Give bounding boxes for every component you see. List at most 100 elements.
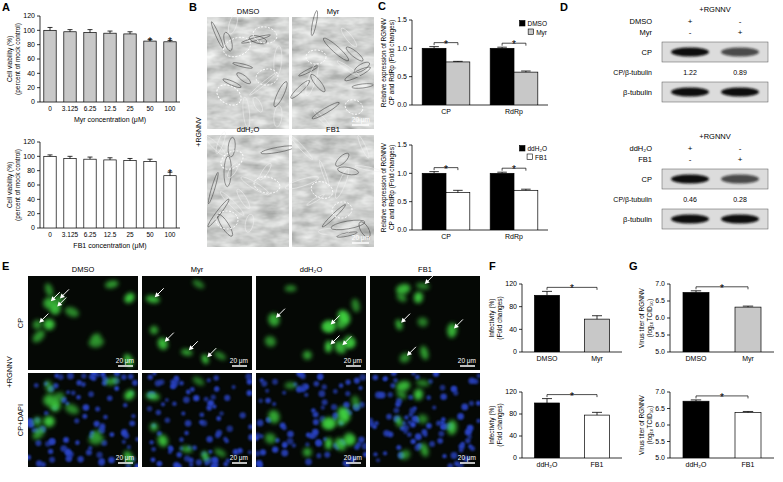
nucleus	[432, 405, 436, 409]
significance: *	[168, 168, 172, 179]
image-label: FB1	[326, 125, 340, 134]
scale-bar	[232, 462, 247, 464]
dashed-outline	[213, 81, 245, 110]
x-tick-label: 3.125	[62, 231, 79, 238]
nucleus	[376, 458, 380, 462]
panel-letter: E	[2, 260, 9, 272]
y-axis	[40, 142, 41, 228]
condition-label: +RGNNV	[195, 117, 202, 147]
cell	[214, 131, 227, 155]
error-bar	[108, 31, 113, 33]
x-tick-label: FB1	[591, 461, 604, 468]
nucleus	[213, 375, 219, 381]
nucleus	[36, 460, 42, 466]
nucleus	[74, 418, 79, 423]
bar	[422, 48, 446, 105]
nucleus	[88, 391, 94, 397]
nucleus	[109, 432, 114, 437]
error-bar	[128, 158, 133, 160]
cell	[218, 190, 245, 217]
infected-cell	[419, 442, 430, 458]
bar	[64, 158, 76, 228]
bar	[535, 295, 560, 352]
lane-sign: -	[689, 28, 692, 37]
cell-outlines	[289, 10, 373, 129]
image-content	[145, 373, 252, 467]
legend-label: FB1	[535, 154, 547, 161]
y-tick-label: 40	[509, 326, 517, 333]
image-content	[145, 278, 227, 365]
y-tick	[37, 44, 40, 45]
nucleus	[426, 395, 431, 400]
nucleus	[179, 437, 184, 442]
y-tick-label: 7.0	[655, 388, 665, 395]
fluorescence-image	[370, 276, 480, 370]
nucleus	[77, 456, 83, 462]
y-tick-label: 40	[27, 196, 35, 203]
nucleus	[476, 419, 480, 423]
error-bar	[743, 306, 753, 307]
cell	[251, 96, 264, 114]
nucleus	[49, 438, 55, 444]
ratio-value: 0.46	[683, 196, 697, 203]
nucleus	[258, 463, 263, 467]
blot-label: CP	[642, 48, 652, 57]
nucleus	[65, 451, 71, 457]
nucleus	[383, 376, 388, 381]
cell	[339, 26, 359, 48]
y-tick-label: 120	[505, 280, 517, 287]
nucleus	[415, 433, 422, 440]
y-axis	[670, 284, 671, 352]
y-tick-label: 120	[505, 388, 517, 395]
bars	[535, 399, 610, 458]
y-tick-label: 80	[509, 303, 517, 310]
error-bar	[691, 400, 701, 401]
bar	[422, 173, 446, 230]
nucleus	[188, 458, 194, 464]
nucleus	[281, 449, 288, 456]
x-tick-label: Myr	[591, 355, 603, 363]
y-tick	[667, 335, 670, 336]
nucleus	[102, 375, 107, 380]
nucleus	[168, 450, 172, 454]
scale-bar-label: 20 μm	[344, 454, 362, 462]
error-bar	[429, 47, 439, 49]
micrograph	[292, 17, 374, 129]
nucleus	[83, 404, 90, 411]
infected-cell	[341, 431, 355, 446]
bar	[446, 62, 470, 105]
y-tick-label: 1.0	[397, 170, 407, 177]
y-tick	[409, 76, 412, 77]
legend-label: DMSO	[528, 20, 548, 27]
nucleus	[287, 431, 294, 438]
cell	[206, 198, 230, 228]
bar	[104, 33, 116, 102]
x-tick-label: RdRp	[505, 233, 523, 241]
y-tick	[37, 16, 40, 17]
y-axis-title: Cell viability (%)	[6, 162, 14, 208]
dashed-outline	[306, 50, 326, 64]
cell	[356, 134, 370, 159]
infected-cell	[43, 379, 54, 394]
y-axis	[522, 284, 523, 352]
nucleus	[131, 414, 135, 418]
error-bar	[542, 291, 552, 295]
nucleus	[132, 380, 138, 386]
nucleus	[189, 463, 193, 467]
nucleus	[114, 373, 120, 377]
y-tick	[519, 414, 522, 415]
nucleus	[114, 386, 119, 391]
error-bar	[453, 61, 463, 63]
nucleus	[211, 395, 216, 400]
y-tick	[519, 306, 522, 307]
cell	[288, 134, 314, 161]
column-label: DMSO	[72, 265, 95, 274]
nucleus	[193, 395, 199, 401]
nucleus	[246, 390, 252, 396]
y-axis-title: (log₁₀TCID₅₀)	[646, 406, 654, 444]
nucleus	[177, 464, 182, 467]
bar	[585, 415, 610, 458]
arrow	[39, 314, 48, 323]
y-tick-label: 0	[31, 224, 35, 231]
infected-cell	[395, 292, 408, 304]
